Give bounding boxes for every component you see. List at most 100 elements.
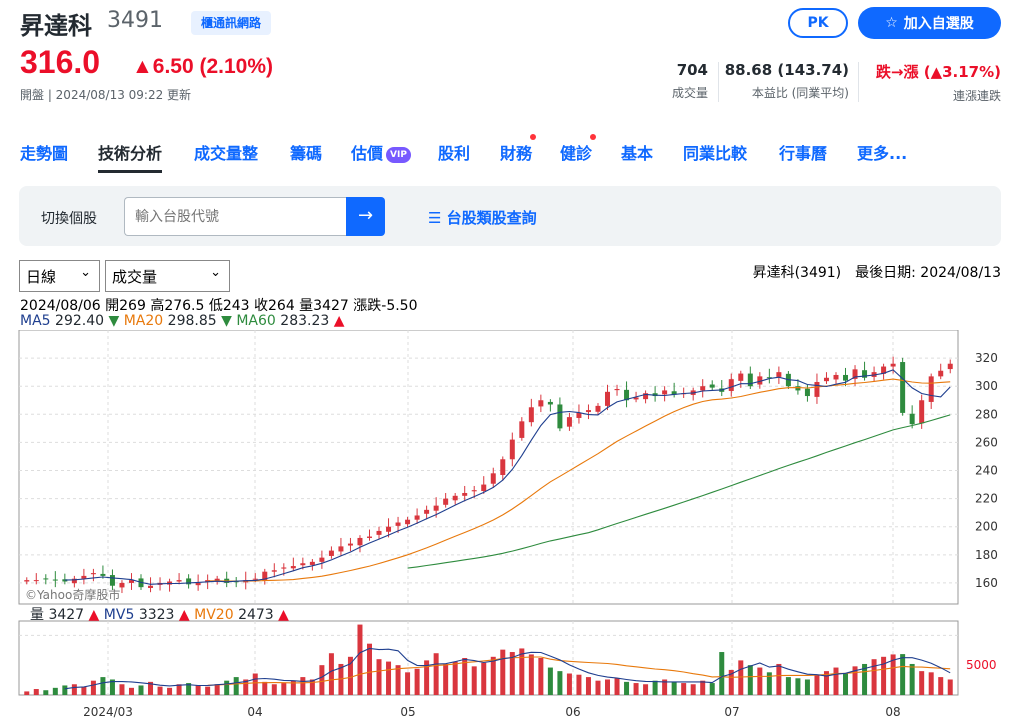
- volume-bar: [862, 663, 868, 695]
- candle-body: [148, 585, 154, 588]
- notification-dot: [530, 134, 537, 140]
- candle-body: [671, 391, 677, 395]
- tab-volume-profile[interactable]: 成交量整: [194, 144, 259, 163]
- candle-body: [481, 484, 487, 492]
- mv5-arrow: ▲: [178, 607, 190, 623]
- volume-bar: [309, 679, 315, 695]
- ma-legend: MA5 292.40 ▼ MA20 298.85 ▼ MA60 283.23 ▲: [20, 313, 345, 329]
- volume-bar: [300, 677, 306, 695]
- tab-basic[interactable]: 基本: [621, 144, 654, 163]
- volume-bar: [490, 656, 496, 695]
- volume-bar: [33, 689, 39, 695]
- volume-bar: [224, 680, 230, 695]
- mv5-value: 3323: [138, 607, 175, 623]
- candle-body: [928, 376, 934, 402]
- candle-body: [43, 578, 49, 580]
- pk-button[interactable]: PK: [788, 8, 848, 38]
- volume-bar: [176, 684, 182, 695]
- candle-body: [566, 417, 572, 427]
- candle-body: [538, 400, 544, 407]
- y-tick-label: 280: [975, 407, 998, 421]
- volume-bar: [624, 681, 630, 695]
- volume-bar: [195, 685, 201, 695]
- search-submit-button[interactable]: →: [346, 197, 385, 236]
- divider: [718, 62, 719, 102]
- watermark: ©Yahoo奇摩股市: [25, 587, 120, 602]
- list-icon: ☰: [428, 209, 447, 227]
- candle-body: [576, 412, 582, 418]
- add-watchlist-button[interactable]: ☆ 加入自選股: [858, 7, 1001, 39]
- x-tick-label: 04: [247, 705, 262, 719]
- ma5-value: 292.40: [55, 313, 105, 329]
- candle-body: [81, 575, 87, 579]
- price-chart[interactable]: 160 180 200 220 240 260 280 300 320 ©Yahoo奇摩股市 5…: [0, 330, 1009, 725]
- volume-bar: [109, 679, 115, 695]
- star-icon: ☆: [885, 15, 898, 31]
- ma5-label: MA5: [20, 313, 51, 329]
- candle-body: [519, 421, 525, 438]
- candle-body: [900, 362, 906, 413]
- tab-health[interactable]: 健診: [560, 134, 597, 164]
- stat-volume-label: 成交量: [671, 86, 708, 100]
- volume-bar: [566, 673, 572, 695]
- price-chart-frame: [18, 330, 959, 605]
- volume-bar: [690, 684, 696, 695]
- volume-bar: [205, 686, 211, 695]
- tab-chips[interactable]: 籌碼: [290, 144, 323, 163]
- volume-bar: [233, 677, 239, 695]
- tab-peer-compare[interactable]: 同業比較: [683, 144, 748, 163]
- candle-body: [119, 582, 125, 588]
- tab-technical[interactable]: 技術分析: [98, 140, 163, 173]
- tab-dividend[interactable]: 股利: [438, 144, 471, 163]
- volume-bar: [62, 685, 68, 695]
- ma60-label: MA60: [236, 313, 276, 329]
- volume-bar: [585, 677, 591, 695]
- volume-bar: [719, 652, 725, 695]
- volume-bar: [823, 671, 829, 695]
- volume-bar: [852, 666, 858, 695]
- vol-arrow: ▲: [88, 607, 100, 623]
- industry-badge[interactable]: 櫃通訊網路: [191, 11, 272, 35]
- volume-bar: [167, 687, 173, 695]
- candle-body: [757, 376, 763, 385]
- volume-bar: [281, 683, 287, 695]
- candle-body: [271, 570, 277, 572]
- volume-bar: [186, 683, 192, 695]
- candle-body: [795, 386, 801, 391]
- volume-bar: [519, 648, 525, 695]
- period-select-value: 日線: [26, 268, 57, 286]
- tab-valuation[interactable]: 估價 VIP: [351, 140, 411, 164]
- tab-bar: 走勢圖 技術分析 成交量整 籌碼 估價 VIP 股利 財務 健診 基本 同業比較 …: [20, 134, 1000, 173]
- volume-bar: [433, 653, 439, 695]
- y-tick-label: 300: [975, 379, 998, 393]
- volume-bar: [509, 652, 515, 695]
- volume-chart-frame: [18, 620, 959, 696]
- candle-body: [281, 567, 287, 569]
- x-tick-label: 05: [400, 705, 415, 719]
- period-select[interactable]: 日線 ⌄: [19, 260, 100, 292]
- volume-bar: [576, 674, 582, 695]
- volume-bar: [766, 672, 772, 695]
- volume-bar: [138, 685, 144, 695]
- stock-search-input[interactable]: [124, 197, 346, 236]
- tab-financial[interactable]: 財務: [500, 134, 537, 164]
- tab-calendar[interactable]: 行事曆: [779, 144, 828, 163]
- volume-bar: [424, 660, 430, 695]
- volume-bar: [681, 683, 687, 695]
- volume-bar: [452, 661, 458, 695]
- candle-body: [624, 389, 630, 401]
- mv5-label: MV5: [103, 607, 135, 623]
- indicator-select[interactable]: 成交量 ⌄: [105, 260, 230, 292]
- tab-more[interactable]: 更多...: [857, 144, 908, 163]
- volume-bar: [462, 658, 468, 695]
- mv20-line: [207, 656, 951, 686]
- candle-body: [300, 563, 306, 566]
- tab-trend[interactable]: 走勢圖: [20, 144, 69, 163]
- candle-body: [547, 401, 553, 405]
- stat-volume-value: 704: [676, 61, 708, 79]
- candle-body: [347, 543, 353, 546]
- stat-pe-label: 本益比 (同業平均): [751, 86, 849, 100]
- y-tick-label: 220: [975, 492, 998, 506]
- category-query-link[interactable]: ☰ 台股類股查詢: [428, 207, 537, 228]
- volume-bar: [366, 643, 372, 695]
